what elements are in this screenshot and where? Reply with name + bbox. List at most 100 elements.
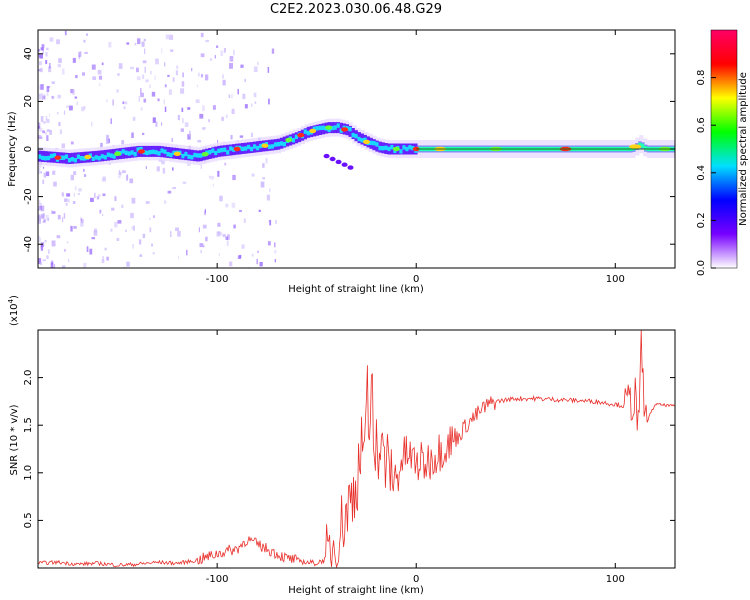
snr-x-label: Height of straight line (km) [288,585,424,596]
noise-speckle [145,79,149,83]
spectrogram-panel: -100 0 100 -40 -20 0 20 40 Height of straight l… [7,29,676,295]
noise-speckle [38,168,41,174]
signal-core [127,151,131,156]
signal-core [279,141,284,146]
noise-speckle [239,135,244,138]
noise-speckle [38,218,42,224]
noise-speckle [145,166,147,169]
noise-speckle [231,202,236,208]
noise-speckle [59,129,63,135]
noise-speckle [229,261,233,267]
signal-core [97,156,101,161]
signal-core [408,145,412,150]
noise-speckle [205,40,209,43]
noise-speckle [78,55,81,60]
noise-speckle [84,51,88,54]
signal-core [259,143,263,149]
snr-frame [37,329,676,569]
noise-speckle [39,67,43,73]
signal-core [157,151,161,156]
noise-speckle [187,107,191,110]
noise-speckle [72,201,76,204]
noise-speckle [45,116,48,121]
noise-speckle [90,197,94,202]
noise-speckle [204,208,206,214]
noise-speckle [76,101,78,106]
noise-speckle [167,74,170,77]
figure-title: C2E2.2023.030.06.48.G29 [270,2,442,17]
signal-core [190,155,194,160]
signal-hotspot [233,146,241,152]
x-tick-label: -100 [206,574,229,585]
noise-speckle [269,188,271,193]
noise-speckle [175,227,179,231]
noise-speckle [230,135,233,140]
noise-speckle [221,116,225,121]
noise-speckle [176,65,179,69]
snr-axes: -100 0 100 0.5 1.0 1.5 2.0 [23,330,675,585]
noise-speckle [239,209,242,212]
noise-speckle [112,99,114,106]
noise-speckle [47,218,50,221]
noise-speckle [256,258,258,265]
noise-speckle [161,48,163,54]
noise-speckle [137,38,141,45]
noise-speckle [271,48,275,54]
noise-speckle [214,55,216,59]
noise-speckle [222,74,224,79]
noise-speckle [73,171,75,175]
signal-hotspot [325,125,333,130]
noise-speckle [217,140,219,144]
noise-speckle [175,70,178,76]
noise-speckle [231,108,235,115]
noise-speckle [123,101,128,105]
signal-core [253,144,257,149]
noise-speckle [242,93,246,100]
signal-core [378,145,382,151]
noise-speckle [254,101,257,104]
noise-speckle [237,255,241,259]
noise-speckle [133,225,135,231]
y-tick-label: -20 [23,188,34,204]
noise-speckle [81,106,85,112]
signal-core [166,152,170,157]
noise-speckle [52,170,56,175]
noise-speckle [253,66,258,73]
noise-speckle [132,244,134,249]
signal-core [282,142,286,147]
y-tick-label: 1.0 [23,465,34,481]
signal-core [321,125,325,130]
noise-speckle [268,98,270,105]
noise-speckle [237,88,239,95]
signal-core [70,157,74,162]
signal-branch [347,165,354,170]
noise-speckle [202,105,205,112]
noise-speckle [62,68,65,75]
noise-speckle [132,116,136,121]
noise-speckle [83,174,87,177]
noise-speckle [181,107,184,112]
colorbar-tick-label: 0.6 [696,117,707,133]
noise-speckle [44,240,47,243]
noise-speckle [117,73,120,76]
noise-speckle [38,165,42,168]
spectrogram-y-label: Frequency (Hz) [7,111,18,187]
noise-speckle [42,220,45,224]
noise-speckle [106,134,109,140]
noise-speckle [219,195,223,202]
noise-speckle [216,45,219,48]
noise-speckle [168,89,172,95]
signal-core [103,155,107,160]
noise-speckle [274,259,276,263]
x-tick-label: 100 [606,274,625,285]
noise-speckle [155,121,158,127]
signal-core [169,152,173,158]
y-tick-label: 0.5 [23,512,34,528]
noise-speckle [108,41,112,48]
signal-core [375,142,379,147]
noise-speckle [121,204,124,209]
signal-core [348,126,352,132]
noise-speckle [89,248,93,255]
noise-speckle [114,221,118,228]
